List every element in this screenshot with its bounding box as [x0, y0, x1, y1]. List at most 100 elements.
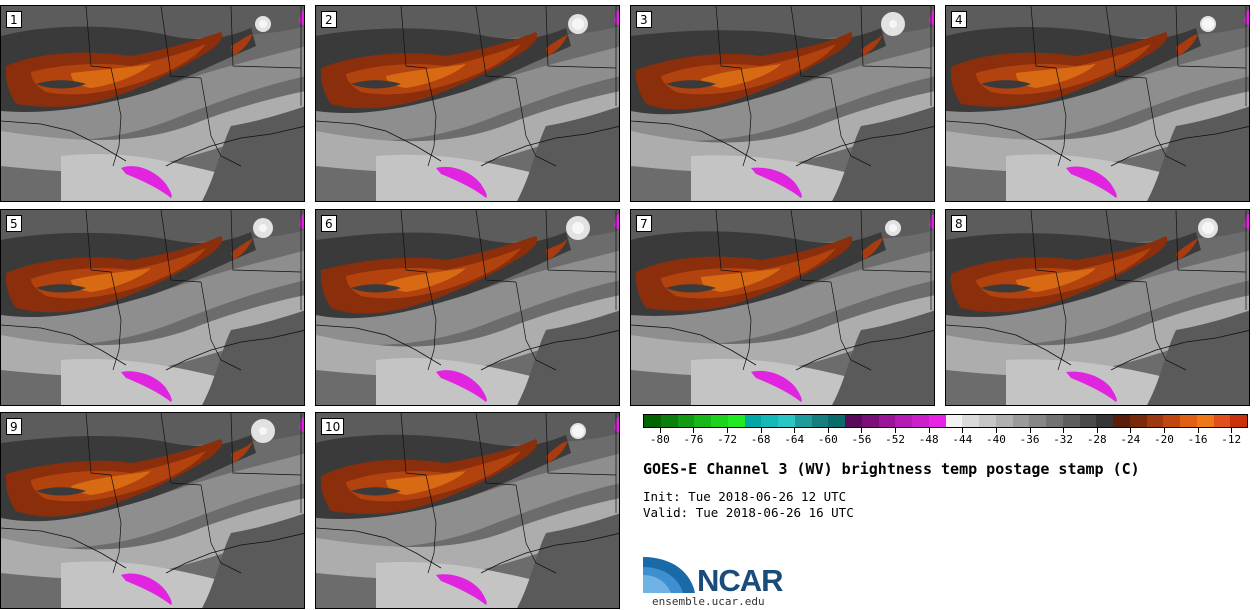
map-panel: 3 [630, 5, 935, 202]
colorbar-tick-label: -28 [1086, 433, 1107, 446]
colorbar-segment [761, 415, 778, 427]
colorbar-tick-label: -12 [1221, 433, 1242, 446]
colorbar-tick-label: -32 [1053, 433, 1074, 446]
colorbar-tick-label: -44 [952, 433, 973, 446]
colorbar-tick-label: -76 [683, 433, 704, 446]
colorbar-tick-label: -16 [1187, 433, 1208, 446]
colorbar-segment [811, 415, 829, 427]
colorbar-segment [694, 415, 711, 427]
colorbar-tick [1063, 428, 1065, 433]
map-panel: 7 [630, 209, 935, 406]
colorbar-segment [1213, 415, 1231, 427]
colorbar-segment [711, 415, 728, 427]
panel-label: 5 [6, 215, 22, 232]
map-panel: 2 [315, 5, 620, 202]
colorbar-segment [1146, 415, 1164, 427]
colorbar-tick-label: -40 [985, 433, 1006, 446]
website-url: ensemble.ucar.edu [652, 595, 765, 608]
colorbar-segment [744, 415, 762, 427]
colorbar-segment [1163, 415, 1180, 427]
colorbar-tick [659, 428, 661, 433]
panel-label: 3 [636, 11, 652, 28]
colorbar-tick [928, 428, 930, 433]
colorbar-tick [1096, 428, 1098, 433]
figure-title: GOES-E Channel 3 (WV) brightness temp po… [643, 460, 1140, 478]
colorbar-segment [1012, 415, 1030, 427]
map-panel: 6 [315, 209, 620, 406]
colorbar-tick-label: -64 [784, 433, 805, 446]
map-panel: 5 [0, 209, 305, 406]
valid-label: Valid: [643, 505, 689, 520]
panel-label: 10 [321, 418, 345, 435]
map-panel: 8 [945, 209, 1250, 406]
init-label: Init: [643, 489, 681, 504]
colorbar-segment [1096, 415, 1113, 427]
colorbar-segment [861, 415, 879, 427]
colorbar-segment [828, 415, 845, 427]
colorbar-segment [677, 415, 695, 427]
colorbar-tick [1130, 428, 1132, 433]
map-image [316, 210, 619, 405]
colorbar-tick [827, 428, 829, 433]
colorbar-tick-label: -36 [1019, 433, 1040, 446]
colorbar-segment [912, 415, 929, 427]
colorbar-tick [1231, 428, 1233, 433]
colorbar-tick [794, 428, 796, 433]
colorbar-segment [895, 415, 912, 427]
map-image [631, 210, 934, 405]
panel-label: 8 [951, 215, 967, 232]
panel-label: 2 [321, 11, 337, 28]
valid-value: Tue 2018-06-26 16 UTC [695, 505, 854, 520]
colorbar-tick [1197, 428, 1199, 433]
map-panel: 1 [0, 5, 305, 202]
colorbar-tick-label: -60 [817, 433, 838, 446]
colorbar-tick-label: -48 [918, 433, 939, 446]
colorbar-tick-label: -24 [1120, 433, 1141, 446]
map-image [1, 413, 304, 608]
colorbar-segment [1129, 415, 1147, 427]
colorbar-tick-label: -72 [717, 433, 737, 446]
map-panel: 10 [315, 412, 620, 609]
colorbar-ticks: -80 -76 -72 -68 -64 -60 -56 -52 -48 -44 -40 -36 -32-… [643, 428, 1248, 452]
colorbar-segment [644, 415, 661, 427]
map-image [1, 210, 304, 405]
panel-label: 4 [951, 11, 967, 28]
colorbar-tick [693, 428, 695, 433]
colorbar-segment [660, 415, 678, 427]
colorbar-segment [945, 415, 963, 427]
colorbar-segment [1113, 415, 1130, 427]
colorbar-segment [1046, 415, 1063, 427]
colorbar-segment [878, 415, 896, 427]
colorbar-segment [1062, 415, 1080, 427]
colorbar-tick-label: -80 [649, 433, 670, 446]
colorbar-tick [760, 428, 762, 433]
colorbar-segment [1029, 415, 1046, 427]
colorbar-tick-label: -52 [885, 433, 906, 446]
map-image [316, 6, 619, 201]
colorbar-tick-label: -68 [750, 433, 771, 446]
map-image [631, 6, 934, 201]
colorbar-tick [995, 428, 997, 433]
map-image [946, 210, 1249, 405]
colorbar-tick [962, 428, 964, 433]
colorbar-segment [794, 415, 812, 427]
logo-text: NCAR [697, 563, 784, 598]
panel-label: 6 [321, 215, 337, 232]
init-value: Tue 2018-06-26 12 UTC [688, 489, 847, 504]
colorbar-segment [1180, 415, 1197, 427]
map-image [946, 6, 1249, 201]
colorbar-tick-label: -56 [851, 433, 872, 446]
colorbar-tick [895, 428, 897, 433]
map-panel: 4 [945, 5, 1250, 202]
ncar-logo-icon [643, 557, 695, 593]
colorbar-segment [727, 415, 745, 427]
colorbar-tick-label: -20 [1154, 433, 1174, 446]
colorbar-segment [1079, 415, 1097, 427]
colorbar-tick [1029, 428, 1031, 433]
map-image [1, 6, 304, 201]
init-time: Init: Tue 2018-06-26 12 UTC [643, 489, 846, 504]
colorbar [643, 414, 1248, 428]
colorbar-segment [962, 415, 979, 427]
map-panel: 9 [0, 412, 305, 609]
colorbar-tick [861, 428, 863, 433]
